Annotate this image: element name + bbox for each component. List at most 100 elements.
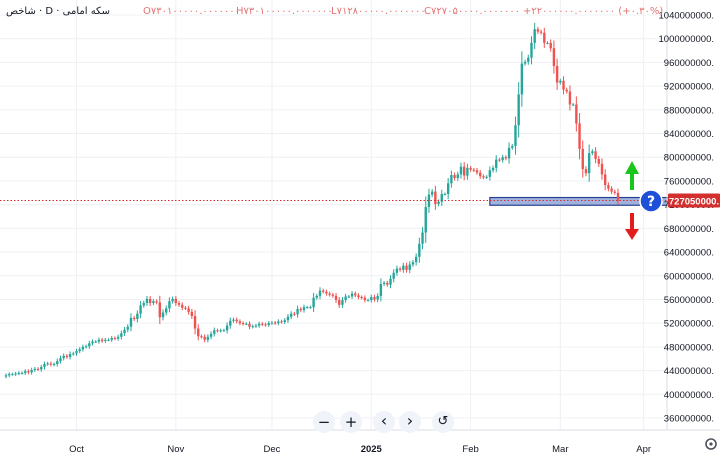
candle (280, 319, 283, 324)
candle-body (533, 29, 536, 43)
candle (331, 292, 335, 298)
candle (56, 358, 59, 367)
candle (177, 300, 181, 307)
last-price-tag: 727050000. (668, 193, 720, 208)
y-tick-label: 840000000. (664, 129, 714, 140)
candle (190, 308, 194, 319)
candle (257, 321, 261, 328)
candle (219, 328, 222, 333)
candle-body (257, 323, 261, 326)
time-scale[interactable]: OctNovDec2025FebMarAprMay (69, 444, 720, 455)
candle-body (414, 256, 418, 263)
navigation-controls: − + ‹ › ↺ (313, 411, 463, 433)
candle (568, 85, 572, 111)
candle (270, 320, 274, 325)
candle-body (113, 337, 117, 339)
candle (225, 322, 229, 334)
candle (145, 295, 149, 306)
candle (610, 186, 613, 195)
candle (14, 371, 17, 376)
candle-body (360, 297, 363, 299)
zoom-out-button[interactable]: − (313, 411, 335, 433)
candle (8, 372, 11, 378)
y-tick-label: 800000000. (664, 153, 714, 164)
candle-body (299, 308, 302, 311)
candle (386, 280, 389, 287)
candle-body (408, 264, 411, 270)
candle-body (238, 321, 242, 324)
candle-body (584, 169, 588, 174)
candle-body (168, 301, 171, 309)
price-scale[interactable]: 360000000. 400000000. 440000000. 480000000.… (659, 11, 714, 425)
candle-body (607, 185, 610, 189)
candle (402, 262, 405, 273)
candle (600, 158, 604, 180)
candle (152, 299, 155, 306)
candle (539, 29, 543, 35)
candle-body (181, 304, 184, 308)
candle (75, 348, 78, 356)
candle (389, 275, 392, 289)
candle (462, 162, 466, 181)
ohlc-change: +۲۲۰۰۰۰۰۰.۰۰۰۰۰۰۰ (+۰.۳۰%) (523, 6, 663, 17)
candle (4, 373, 8, 379)
candle (197, 324, 200, 341)
reset-button[interactable]: ↺ (432, 411, 454, 433)
candle-body (206, 336, 210, 340)
scroll-right-button[interactable]: › (399, 411, 421, 433)
candle (302, 304, 306, 313)
candle-body (597, 159, 600, 164)
y-tick-label: 400000000. (664, 390, 714, 401)
candle-body (110, 337, 113, 340)
candle (594, 147, 597, 164)
candle-body (174, 298, 178, 304)
candle-body (443, 193, 447, 195)
candle-body (440, 193, 443, 202)
y-tick-label: 440000000. (664, 366, 714, 377)
candle-body (555, 65, 559, 83)
candle-body (165, 308, 168, 313)
candle-body (20, 372, 24, 374)
candle-body (341, 300, 344, 305)
y-tick-label: 640000000. (664, 248, 714, 259)
ohlc-open: O۷۳۰۱۰۰۰۰۰.۰۰۰۰۰۰۰ (143, 6, 240, 17)
settings-icon[interactable] (705, 438, 717, 450)
candle-body (549, 42, 552, 49)
candle-body (289, 313, 293, 317)
candle (72, 351, 75, 356)
candle (357, 293, 360, 300)
candle-body (123, 329, 126, 334)
candle-body (370, 297, 373, 301)
candle (408, 261, 411, 274)
candle-body (145, 298, 149, 304)
candle (91, 339, 94, 346)
candle (312, 292, 315, 312)
candle-body (293, 313, 296, 315)
candle-body (539, 31, 543, 33)
candle (546, 41, 549, 45)
candle (446, 178, 450, 200)
candle (161, 309, 165, 321)
ohlc-close: C۷۲۷۰۵۰۰۰۰.۰۰۰۰۰۰۰ (424, 6, 520, 17)
candle-body (91, 341, 94, 344)
candle-body (450, 175, 453, 184)
candle (562, 76, 565, 95)
candle-body (219, 330, 222, 332)
candle-body (398, 268, 402, 270)
down-arrow-icon (620, 213, 639, 240)
candle (414, 253, 418, 266)
candle-body (354, 293, 357, 296)
candle-body (193, 316, 197, 329)
candle (341, 296, 344, 308)
candle-body (568, 91, 572, 105)
zoom-in-button[interactable]: + (340, 411, 362, 433)
candle-body (603, 174, 607, 186)
candle (235, 317, 238, 324)
candle (229, 317, 232, 329)
candle-body (4, 375, 8, 377)
candle-body (315, 295, 319, 298)
scroll-left-button[interactable]: ‹ (373, 411, 395, 433)
candle (126, 324, 129, 333)
candle-body (46, 363, 49, 365)
